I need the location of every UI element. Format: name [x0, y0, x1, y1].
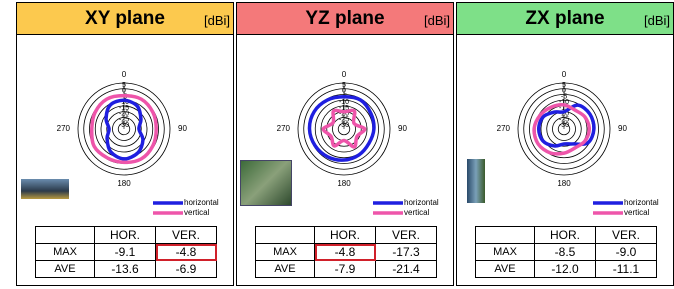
col-header: HOR. [95, 227, 156, 244]
angle-label: 0 [342, 70, 347, 79]
cell: -9.0 [596, 244, 657, 261]
cell: -4.8 [315, 244, 376, 261]
row-label: MAX [256, 244, 315, 261]
angle-label: 0 [122, 70, 127, 79]
panel-title: XY plane [17, 8, 233, 30]
ring-label: -30 [339, 122, 349, 129]
polar-chart: 50-5-10-15-20-25-30090180270horizontalve… [457, 35, 673, 225]
cell: -8.5 [535, 244, 596, 261]
unit: [dBi] [644, 13, 670, 28]
angle-label: 270 [57, 124, 71, 133]
cell: -9.1 [95, 244, 156, 261]
cell: -6.9 [156, 261, 217, 278]
angle-label: 90 [618, 124, 627, 133]
unit: [dBi] [204, 13, 230, 28]
table: HOR.VER. MAX-4.8-17.3 AVE-7.9-21.4 [255, 226, 437, 278]
cell: -7.9 [315, 261, 376, 278]
unit: [dBi] [424, 13, 450, 28]
cell: -13.6 [95, 261, 156, 278]
col-header: HOR. [315, 227, 376, 244]
ring-label: -30 [559, 122, 569, 129]
angle-label: 270 [497, 124, 511, 133]
angle-label: 90 [178, 124, 187, 133]
row-label: AVE [476, 261, 535, 278]
cell: -4.8 [156, 244, 217, 261]
cell: -17.3 [376, 244, 437, 261]
photo [240, 160, 292, 206]
cell: -21.4 [376, 261, 437, 278]
angle-label: 180 [117, 179, 131, 188]
row-label: MAX [476, 244, 535, 261]
legend-label: horizontal [624, 198, 659, 207]
legend-label: horizontal [404, 198, 439, 207]
panel-title: YZ plane [237, 8, 453, 30]
photo [467, 159, 485, 203]
table: HOR.VER. MAX-8.5-9.0 AVE-12.0-11.1 [475, 226, 657, 278]
angle-label: 180 [557, 179, 571, 188]
panel-header: YZ plane [dBi] [237, 3, 453, 35]
table: HOR.VER. MAX-9.1-4.8 AVE-13.6-6.9 [35, 226, 217, 278]
ring-label: -30 [119, 122, 129, 129]
angle-label: 0 [562, 70, 567, 79]
col-header: VER. [156, 227, 217, 244]
panel-header: ZX plane [dBi] [457, 3, 673, 35]
cell: -12.0 [535, 261, 596, 278]
angle-label: 90 [398, 124, 407, 133]
cell: -11.1 [596, 261, 657, 278]
row-label: AVE [256, 261, 315, 278]
angle-label: 270 [277, 124, 291, 133]
row-label: MAX [36, 244, 95, 261]
photo [21, 179, 69, 199]
legend-label: vertical [184, 208, 210, 217]
panel-header: XY plane [dBi] [17, 3, 233, 35]
angle-label: 180 [337, 179, 351, 188]
panel-title: ZX plane [457, 8, 673, 30]
col-header: VER. [376, 227, 437, 244]
page: XY plane [dBi] 50-5-10-15-20-25-30090180… [0, 0, 674, 289]
legend-label: horizontal [184, 198, 219, 207]
col-header: HOR. [535, 227, 596, 244]
col-header: VER. [596, 227, 657, 244]
row-label: AVE [36, 261, 95, 278]
legend-label: vertical [404, 208, 430, 217]
legend-label: vertical [624, 208, 650, 217]
